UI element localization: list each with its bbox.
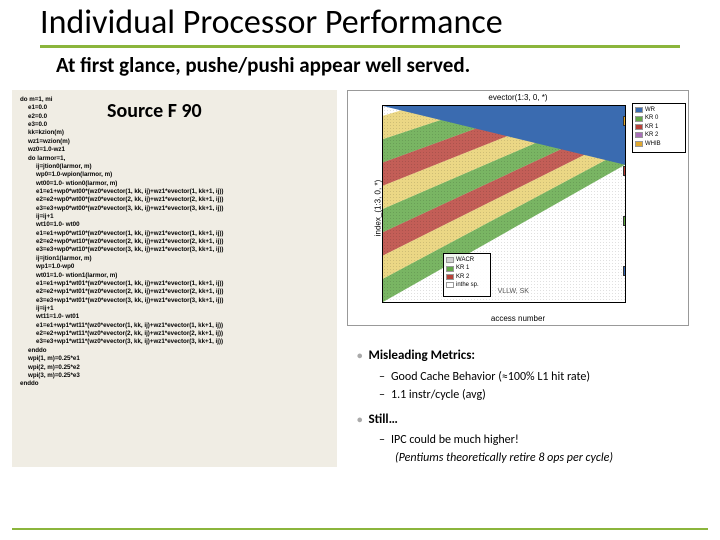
code-line: e1=e1+wp0*wt10*(wz0*evector(1, kk, ij)+w…: [20, 230, 329, 238]
code-line: wp1=1.0-wp0: [20, 263, 329, 271]
code-line: ij=ij+1: [20, 305, 329, 313]
legend-row: KR 2: [635, 131, 683, 139]
legend-swatch: [635, 141, 643, 147]
legend-top: WRKR 0KR 1KR 2WHIB: [632, 103, 686, 153]
chart-marker: [623, 166, 626, 176]
legend-label: WR: [645, 106, 655, 114]
code-line: e3=e3+wp1*wt11*(wz0*evector(3, kk, ij)+w…: [20, 338, 329, 346]
code-line: ij=jtion1(larmor, m): [20, 255, 329, 263]
code-line: e1=e1+wp0*wt00*(wz0*evector(1, kk, ij)+w…: [20, 188, 329, 196]
legend-swatch: [635, 107, 643, 113]
code-line: e2=e2+wp1*wt11*(wz0*evector(2, kk, ij)+w…: [20, 330, 329, 338]
legend-swatch: [635, 124, 643, 130]
bullet-main-2: Still…: [368, 412, 397, 427]
footer-divider: [12, 528, 708, 530]
code-line: wt11=1.0- wt01: [20, 313, 329, 321]
chart-marker: [623, 266, 626, 276]
performance-chart: evector(1:3, 0, *) index_(1:3, 0, *) WRK…: [347, 90, 689, 326]
xaxis-label: access number: [348, 314, 688, 323]
legend-row: KR 0: [635, 114, 683, 122]
code-line: e3=e3+wp1*wt01*(wz0*evector(3, kk, ij)+w…: [20, 297, 329, 305]
code-line: e1=e1+wp1*wt01*(wz0*evector(1, kk, ij)+w…: [20, 280, 329, 288]
legend-row: KR 2: [446, 273, 488, 281]
code-line: wpi(1, m)=0.25*e1: [20, 355, 329, 363]
legend-label: KR 1: [645, 123, 658, 131]
code-line: ij=ij+1: [20, 213, 329, 221]
legend-row: inthe sp.: [446, 281, 488, 289]
code-line: e3=e3+wp0*wt10*(wz0*evector(3, kk, ij)+w…: [20, 246, 329, 254]
code-line: kk=kzion(m): [20, 129, 329, 137]
legend-swatch: [446, 266, 454, 272]
slide-subtitle: At first glance, pushe/pushi appear well…: [0, 48, 720, 78]
chart-marker: [623, 116, 626, 126]
code-line: do larmor=1,: [20, 155, 329, 163]
code-line: wz0=1.0-wz1: [20, 146, 329, 154]
chart-marker: [623, 216, 626, 226]
code-line: ij=jtion0(larmor, m): [20, 163, 329, 171]
legend-swatch: [635, 116, 643, 122]
code-panel-title: Source F 90: [107, 98, 202, 125]
legend-swatch: [635, 132, 643, 138]
legend-swatch: [446, 257, 454, 263]
legend-row: WHIB: [635, 140, 683, 148]
code-line: wp0=1.0-wpion(larmor, m): [20, 171, 329, 179]
chart-title: evector(1:3, 0, *): [348, 93, 688, 102]
plot-area: [382, 105, 626, 303]
bullet-sub-2b: (Pentiums theoretically retire 8 ops per…: [357, 449, 689, 467]
code-line: wpi(3, m)=0.25*e3: [20, 372, 329, 380]
legend-bottom: WACRKR 1KR 2inthe sp.: [443, 253, 491, 297]
code-line: wpi(2, m)=0.25*e2: [20, 364, 329, 372]
legend-label: KR 2: [645, 131, 658, 139]
legend-row: KR 1: [446, 264, 488, 272]
code-line: e2=e2+wp1*wt01*(wz0*evector(2, kk, ij)+w…: [20, 288, 329, 296]
x-tick-label: VLLW, SK: [498, 288, 529, 295]
code-panel: Source F 90 do m=1, mie1=0.0e2=0.0e3=0.0…: [12, 90, 337, 467]
code-line: enddo: [20, 380, 329, 388]
code-line: e2=e2+wp0*wt00*(wz0*evector(2, kk, ij)+w…: [20, 196, 329, 204]
code-line: wz1=wzion(m): [20, 138, 329, 146]
code-line: e1=e1+wp1*wt11*(wz0*evector(1, kk, ij)+w…: [20, 322, 329, 330]
code-line: wt00=1.0- wtion0(larmor, m): [20, 180, 329, 188]
code-line: e3=e3+wp0*wt00*(wz0*evector(3, kk, ij)+w…: [20, 205, 329, 213]
bullet-sub-1b: 1.1 instr/cycle (avg): [391, 388, 486, 402]
legend-label: WHIB: [645, 140, 661, 148]
legend-label: KR 1: [456, 264, 469, 272]
bullet-sub-2a: IPC could be much higher!: [391, 433, 519, 447]
code-line: wt10=1.0- wt00: [20, 221, 329, 229]
legend-row: WR: [635, 106, 683, 114]
code-line: wt01=1.0- wtion1(larmor, m): [20, 272, 329, 280]
bullet-list: •Misleading Metrics: –Good Cache Behavio…: [347, 346, 689, 467]
legend-label: KR 2: [456, 273, 469, 281]
legend-label: inthe sp.: [456, 281, 479, 289]
code-line: enddo: [20, 347, 329, 355]
legend-row: WACR: [446, 256, 488, 264]
bullet-main-1: Misleading Metrics:: [368, 348, 475, 363]
code-line: e2=e2+wp0*wt10*(wz0*evector(2, kk, ij)+w…: [20, 238, 329, 246]
legend-label: WACR: [456, 256, 474, 264]
legend-swatch: [446, 274, 454, 280]
bullet-sub-1a: Good Cache Behavior (≈100% L1 hit rate): [391, 370, 590, 384]
slide-title: Individual Processor Performance: [40, 2, 680, 48]
legend-label: KR 0: [645, 114, 658, 122]
legend-row: KR 1: [635, 123, 683, 131]
legend-swatch: [446, 282, 454, 288]
